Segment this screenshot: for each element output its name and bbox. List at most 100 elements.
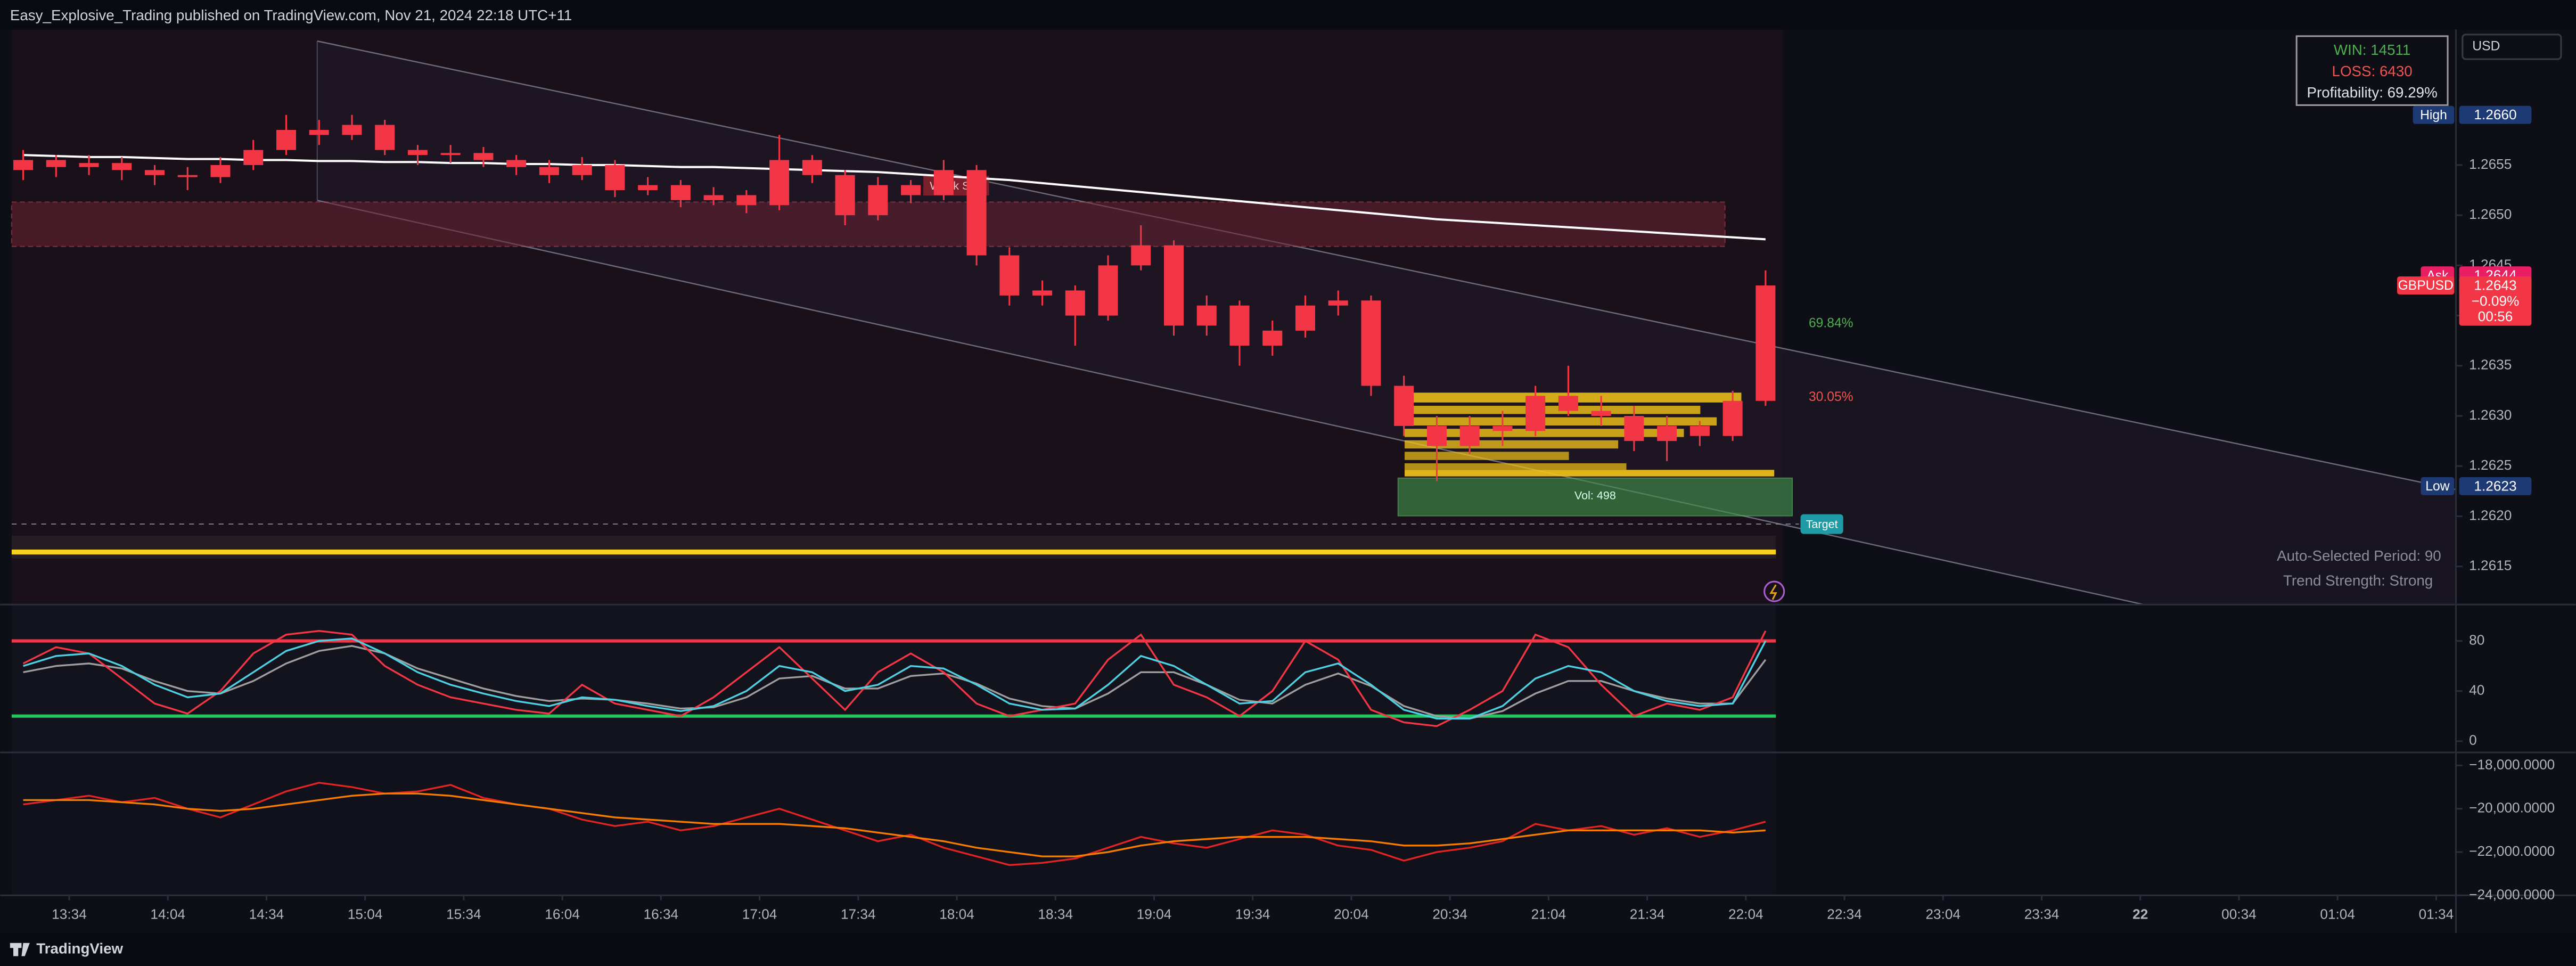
tag-price: 1.2643	[2474, 277, 2516, 293]
candle-body	[572, 165, 592, 175]
candle-body	[506, 160, 527, 167]
candle-body	[1492, 425, 1513, 431]
candle-body	[13, 160, 34, 170]
footer-logo	[10, 943, 30, 956]
x-tick-label: 22:34	[1827, 906, 1862, 922]
candle-body	[1525, 396, 1546, 431]
tag-label-box	[2397, 276, 2455, 295]
candle-body	[670, 185, 691, 200]
currency-label: USD	[2472, 39, 2500, 53]
candle-body	[1558, 396, 1578, 411]
series-line	[23, 792, 1766, 857]
lower-band	[11, 535, 1776, 559]
candle-body	[1361, 300, 1381, 386]
currency-box[interactable]	[2462, 34, 2562, 60]
x-tick-label: 14:34	[249, 906, 284, 922]
stats-loss: LOSS: 6430	[2332, 63, 2413, 79]
candle-body	[243, 150, 264, 165]
y-tick-label: −20,000.0000	[2469, 800, 2555, 816]
x-tick-label: 01:04	[2320, 906, 2355, 922]
tag-price-box	[2459, 105, 2532, 124]
tag-extra: −0.09%	[2472, 293, 2520, 309]
vp-bar	[1405, 470, 1775, 477]
candle-body	[309, 129, 329, 135]
series-line	[23, 637, 1767, 720]
tag-price-box	[2459, 276, 2532, 326]
vol-box	[1397, 477, 1793, 517]
x-tick-label: 17:04	[742, 906, 777, 922]
vp-bar	[1405, 463, 1627, 470]
series-line	[23, 782, 1766, 866]
tag-label-box	[2421, 477, 2455, 495]
x-tick-label: 20:04	[1334, 906, 1369, 922]
y-tick-label: 1.2655	[2469, 156, 2512, 172]
vol-label: Vol: 498	[1574, 488, 1616, 502]
vol-area	[11, 752, 1776, 896]
candle-body	[1722, 400, 1743, 436]
candle-body	[210, 165, 231, 177]
y-tick-label: −22,000.0000	[2469, 843, 2555, 859]
candle-body	[1229, 305, 1250, 346]
tag-price: 1.2660	[2474, 107, 2516, 122]
candle-body	[145, 170, 165, 175]
candle-body	[375, 125, 395, 150]
alert-icon[interactable]	[1763, 580, 1785, 602]
candle-body	[276, 129, 296, 150]
candle-body	[1657, 425, 1677, 441]
candle-body	[112, 163, 132, 170]
candle-body	[1591, 411, 1611, 416]
vp-bar	[1405, 440, 1619, 449]
candle-body	[46, 160, 66, 167]
vp-bar	[1405, 406, 1701, 414]
y-tick-label: 1.2625	[2469, 457, 2512, 473]
vp-bar	[1405, 417, 1717, 426]
stats-profit: Profitability: 69.29%	[2307, 84, 2437, 101]
channel-lower	[317, 200, 2144, 605]
target-box	[1800, 514, 1843, 534]
candle-body	[966, 170, 987, 256]
candle-body	[901, 185, 921, 195]
stats-win: WIN: 14511	[2334, 42, 2410, 58]
footer-bar	[0, 933, 2576, 966]
vp-bar	[1405, 452, 1569, 460]
y-tick-label: 1.2615	[2469, 558, 2512, 574]
candle-body	[769, 160, 790, 206]
y-tick-label: 40	[2469, 682, 2484, 698]
y-tick-label: 1.2630	[2469, 407, 2512, 423]
x-tick-label: 00:34	[2221, 906, 2257, 922]
x-tick-label: 21:04	[1531, 906, 1566, 922]
candle-body	[1624, 416, 1644, 441]
candle-body	[605, 165, 625, 191]
x-tick-label: 19:04	[1137, 906, 1172, 922]
x-tick-label: 13:34	[52, 906, 87, 922]
candle-body	[440, 153, 461, 155]
y-tick-label: −18,000.0000	[2469, 756, 2555, 772]
candle-body	[1755, 285, 1776, 401]
down-pct: 30.05%	[1809, 390, 1853, 404]
tag-label: Low	[2425, 479, 2449, 494]
x-tick-label: 15:04	[348, 906, 383, 922]
candle-body	[1065, 290, 1085, 316]
tag-label: High	[2420, 108, 2447, 122]
candle-body	[736, 195, 757, 206]
ma-line	[23, 154, 1766, 241]
alert-bolt	[1769, 584, 1777, 600]
header-bar	[0, 0, 2576, 30]
x-tick-label: 18:34	[1038, 906, 1073, 922]
x-tick-label: 17:34	[841, 906, 876, 922]
candle-body	[703, 195, 724, 200]
header-title: Easy_Explosive_Trading published on Trad…	[10, 7, 572, 23]
x-tick-label: 23:34	[2024, 906, 2060, 922]
x-tick-label: 01:34	[2419, 906, 2454, 922]
x-tick-label: 21:34	[1630, 906, 1665, 922]
candle-body	[1328, 300, 1348, 306]
up-pct: 69.84%	[1809, 316, 1853, 330]
x-tick-label: 16:04	[545, 906, 580, 922]
series-line	[22, 630, 1767, 727]
x-tick-label: 18:04	[939, 906, 974, 922]
y-tick-label: 80	[2469, 632, 2484, 648]
osc-area	[11, 604, 1776, 752]
candle-body	[868, 185, 888, 216]
